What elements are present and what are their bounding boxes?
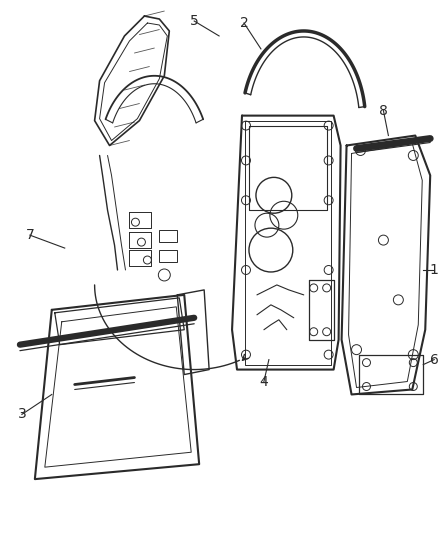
- Text: 3: 3: [18, 407, 26, 422]
- Text: 7: 7: [25, 228, 34, 242]
- Bar: [159, 230, 177, 242]
- Text: 6: 6: [430, 353, 438, 367]
- Text: 2: 2: [240, 16, 248, 30]
- Text: 8: 8: [379, 103, 388, 118]
- Text: 4: 4: [260, 375, 268, 389]
- Text: 1: 1: [430, 263, 438, 277]
- Bar: [159, 250, 177, 262]
- Text: 5: 5: [190, 14, 198, 28]
